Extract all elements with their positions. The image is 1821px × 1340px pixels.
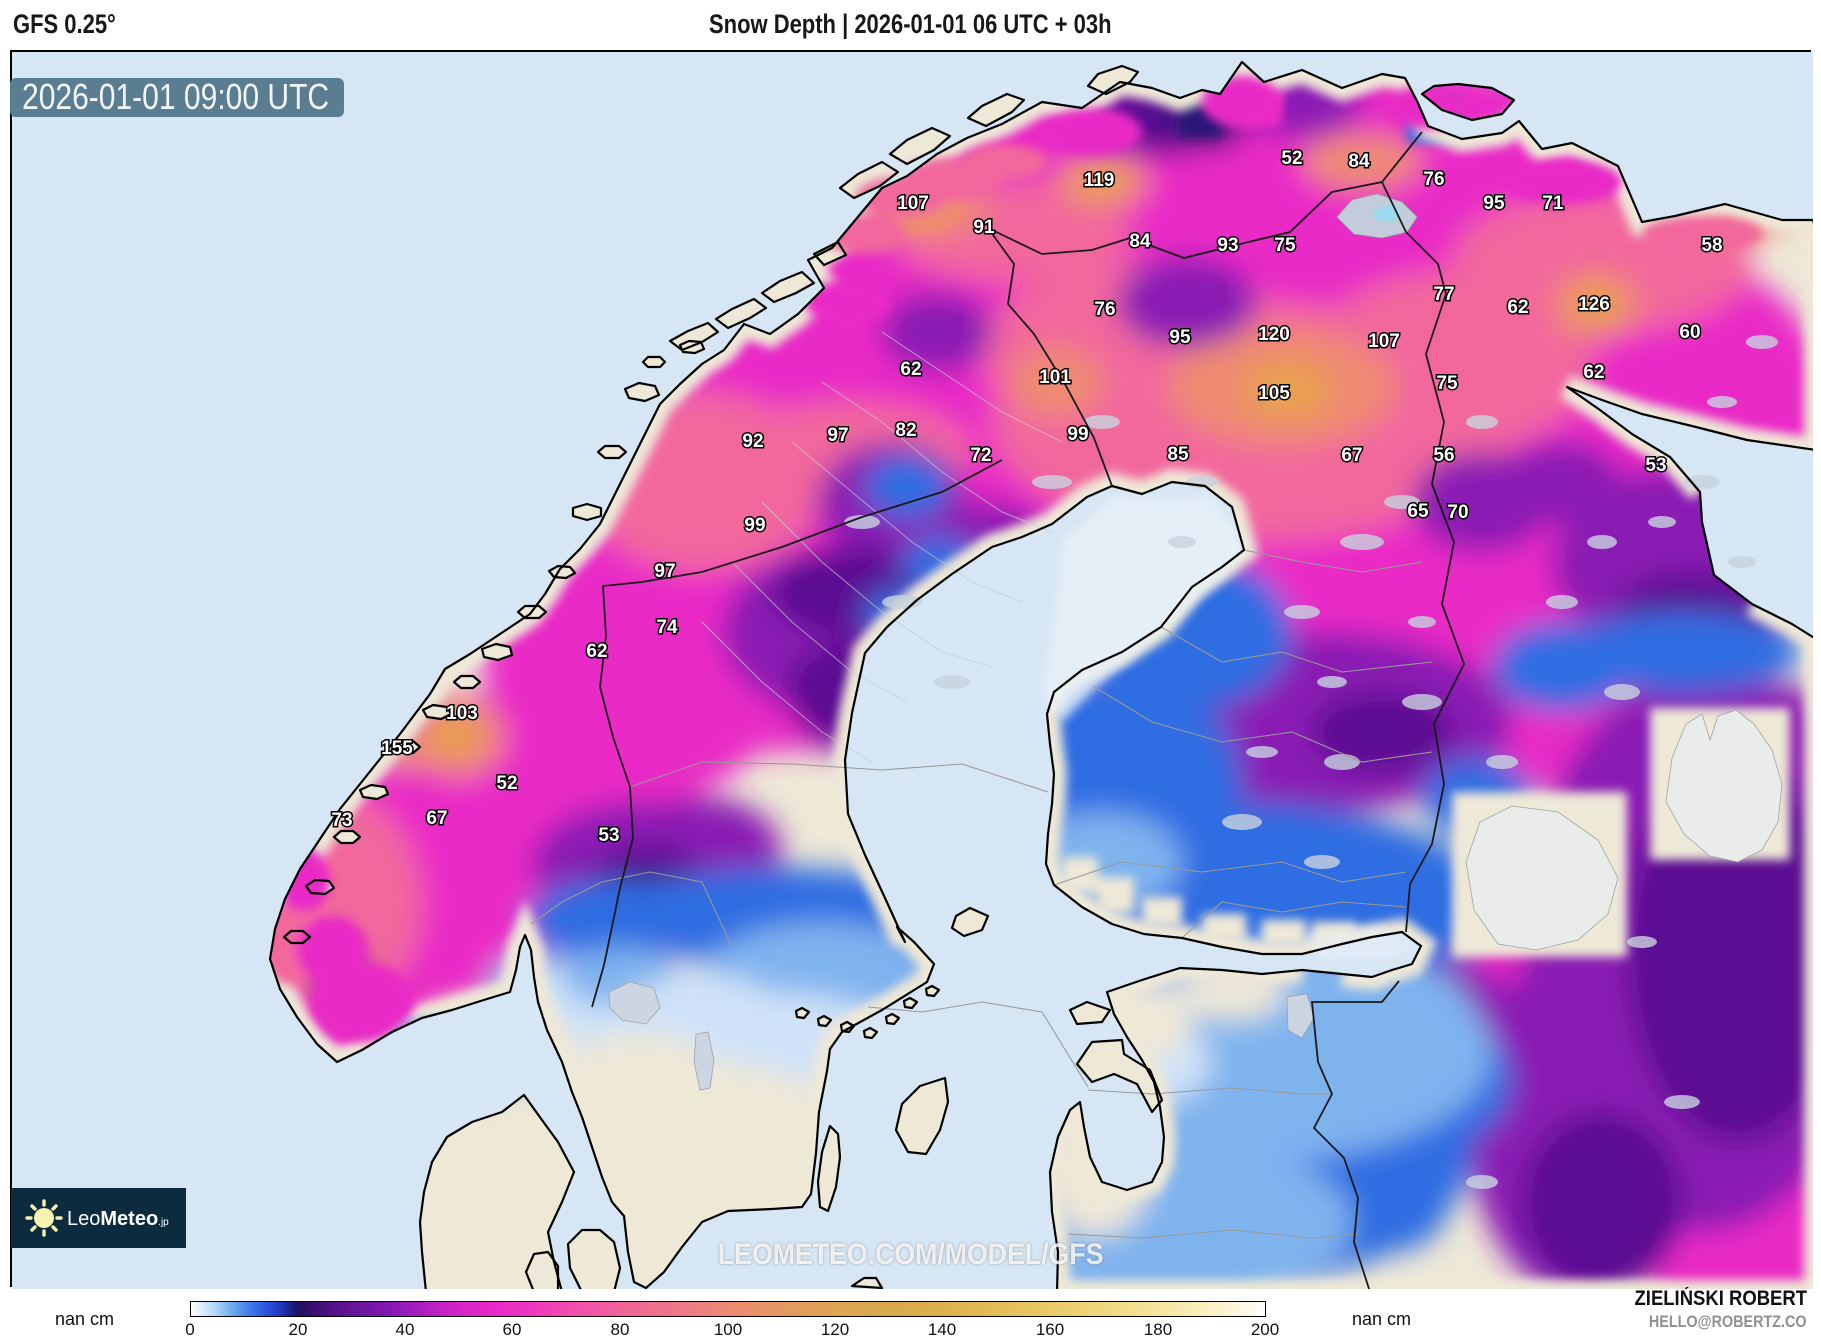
svg-text:99: 99 [1067, 424, 1088, 445]
svg-text:75: 75 [1436, 373, 1458, 394]
svg-text:85: 85 [1167, 444, 1189, 465]
svg-text:91: 91 [973, 217, 995, 238]
svg-text:62: 62 [1583, 362, 1604, 383]
svg-text:56: 56 [1433, 445, 1454, 466]
svg-text:120: 120 [1258, 324, 1290, 345]
svg-text:62: 62 [900, 359, 921, 380]
svg-text:84: 84 [1348, 151, 1370, 172]
svg-text:65: 65 [1407, 501, 1429, 522]
svg-text:77: 77 [1433, 284, 1454, 305]
svg-text:73: 73 [331, 810, 352, 831]
svg-text:101: 101 [1039, 367, 1071, 388]
svg-text:97: 97 [654, 561, 675, 582]
svg-text:62: 62 [586, 641, 607, 662]
svg-text:60: 60 [1679, 322, 1700, 343]
svg-text:97: 97 [827, 425, 848, 446]
svg-text:76: 76 [1423, 169, 1444, 190]
svg-text:99: 99 [744, 515, 765, 536]
svg-text:155: 155 [381, 738, 413, 759]
svg-text:52: 52 [496, 773, 517, 794]
svg-text:67: 67 [426, 808, 447, 829]
svg-text:107: 107 [897, 193, 929, 214]
svg-text:95: 95 [1169, 327, 1191, 348]
svg-text:58: 58 [1701, 235, 1722, 256]
svg-text:107: 107 [1368, 331, 1400, 352]
svg-text:84: 84 [1129, 231, 1151, 252]
svg-text:70: 70 [1447, 502, 1468, 523]
svg-text:126: 126 [1578, 294, 1610, 315]
svg-text:62: 62 [1507, 297, 1528, 318]
svg-text:105: 105 [1258, 383, 1290, 404]
svg-text:71: 71 [1542, 193, 1564, 214]
svg-text:82: 82 [895, 420, 916, 441]
svg-text:95: 95 [1483, 193, 1505, 214]
svg-text:72: 72 [970, 445, 991, 466]
svg-text:76: 76 [1094, 299, 1115, 320]
svg-text:52: 52 [1281, 148, 1302, 169]
svg-text:103: 103 [446, 703, 478, 724]
svg-text:67: 67 [1341, 445, 1362, 466]
svg-text:119: 119 [1084, 170, 1115, 191]
svg-text:53: 53 [1645, 455, 1666, 476]
svg-text:74: 74 [656, 617, 678, 638]
svg-text:LeoMeteo.jp: LeoMeteo.jp [67, 1208, 169, 1230]
svg-text:93: 93 [1217, 235, 1238, 256]
svg-text:92: 92 [742, 431, 763, 452]
svg-text:75: 75 [1274, 235, 1296, 256]
svg-text:53: 53 [598, 825, 619, 846]
